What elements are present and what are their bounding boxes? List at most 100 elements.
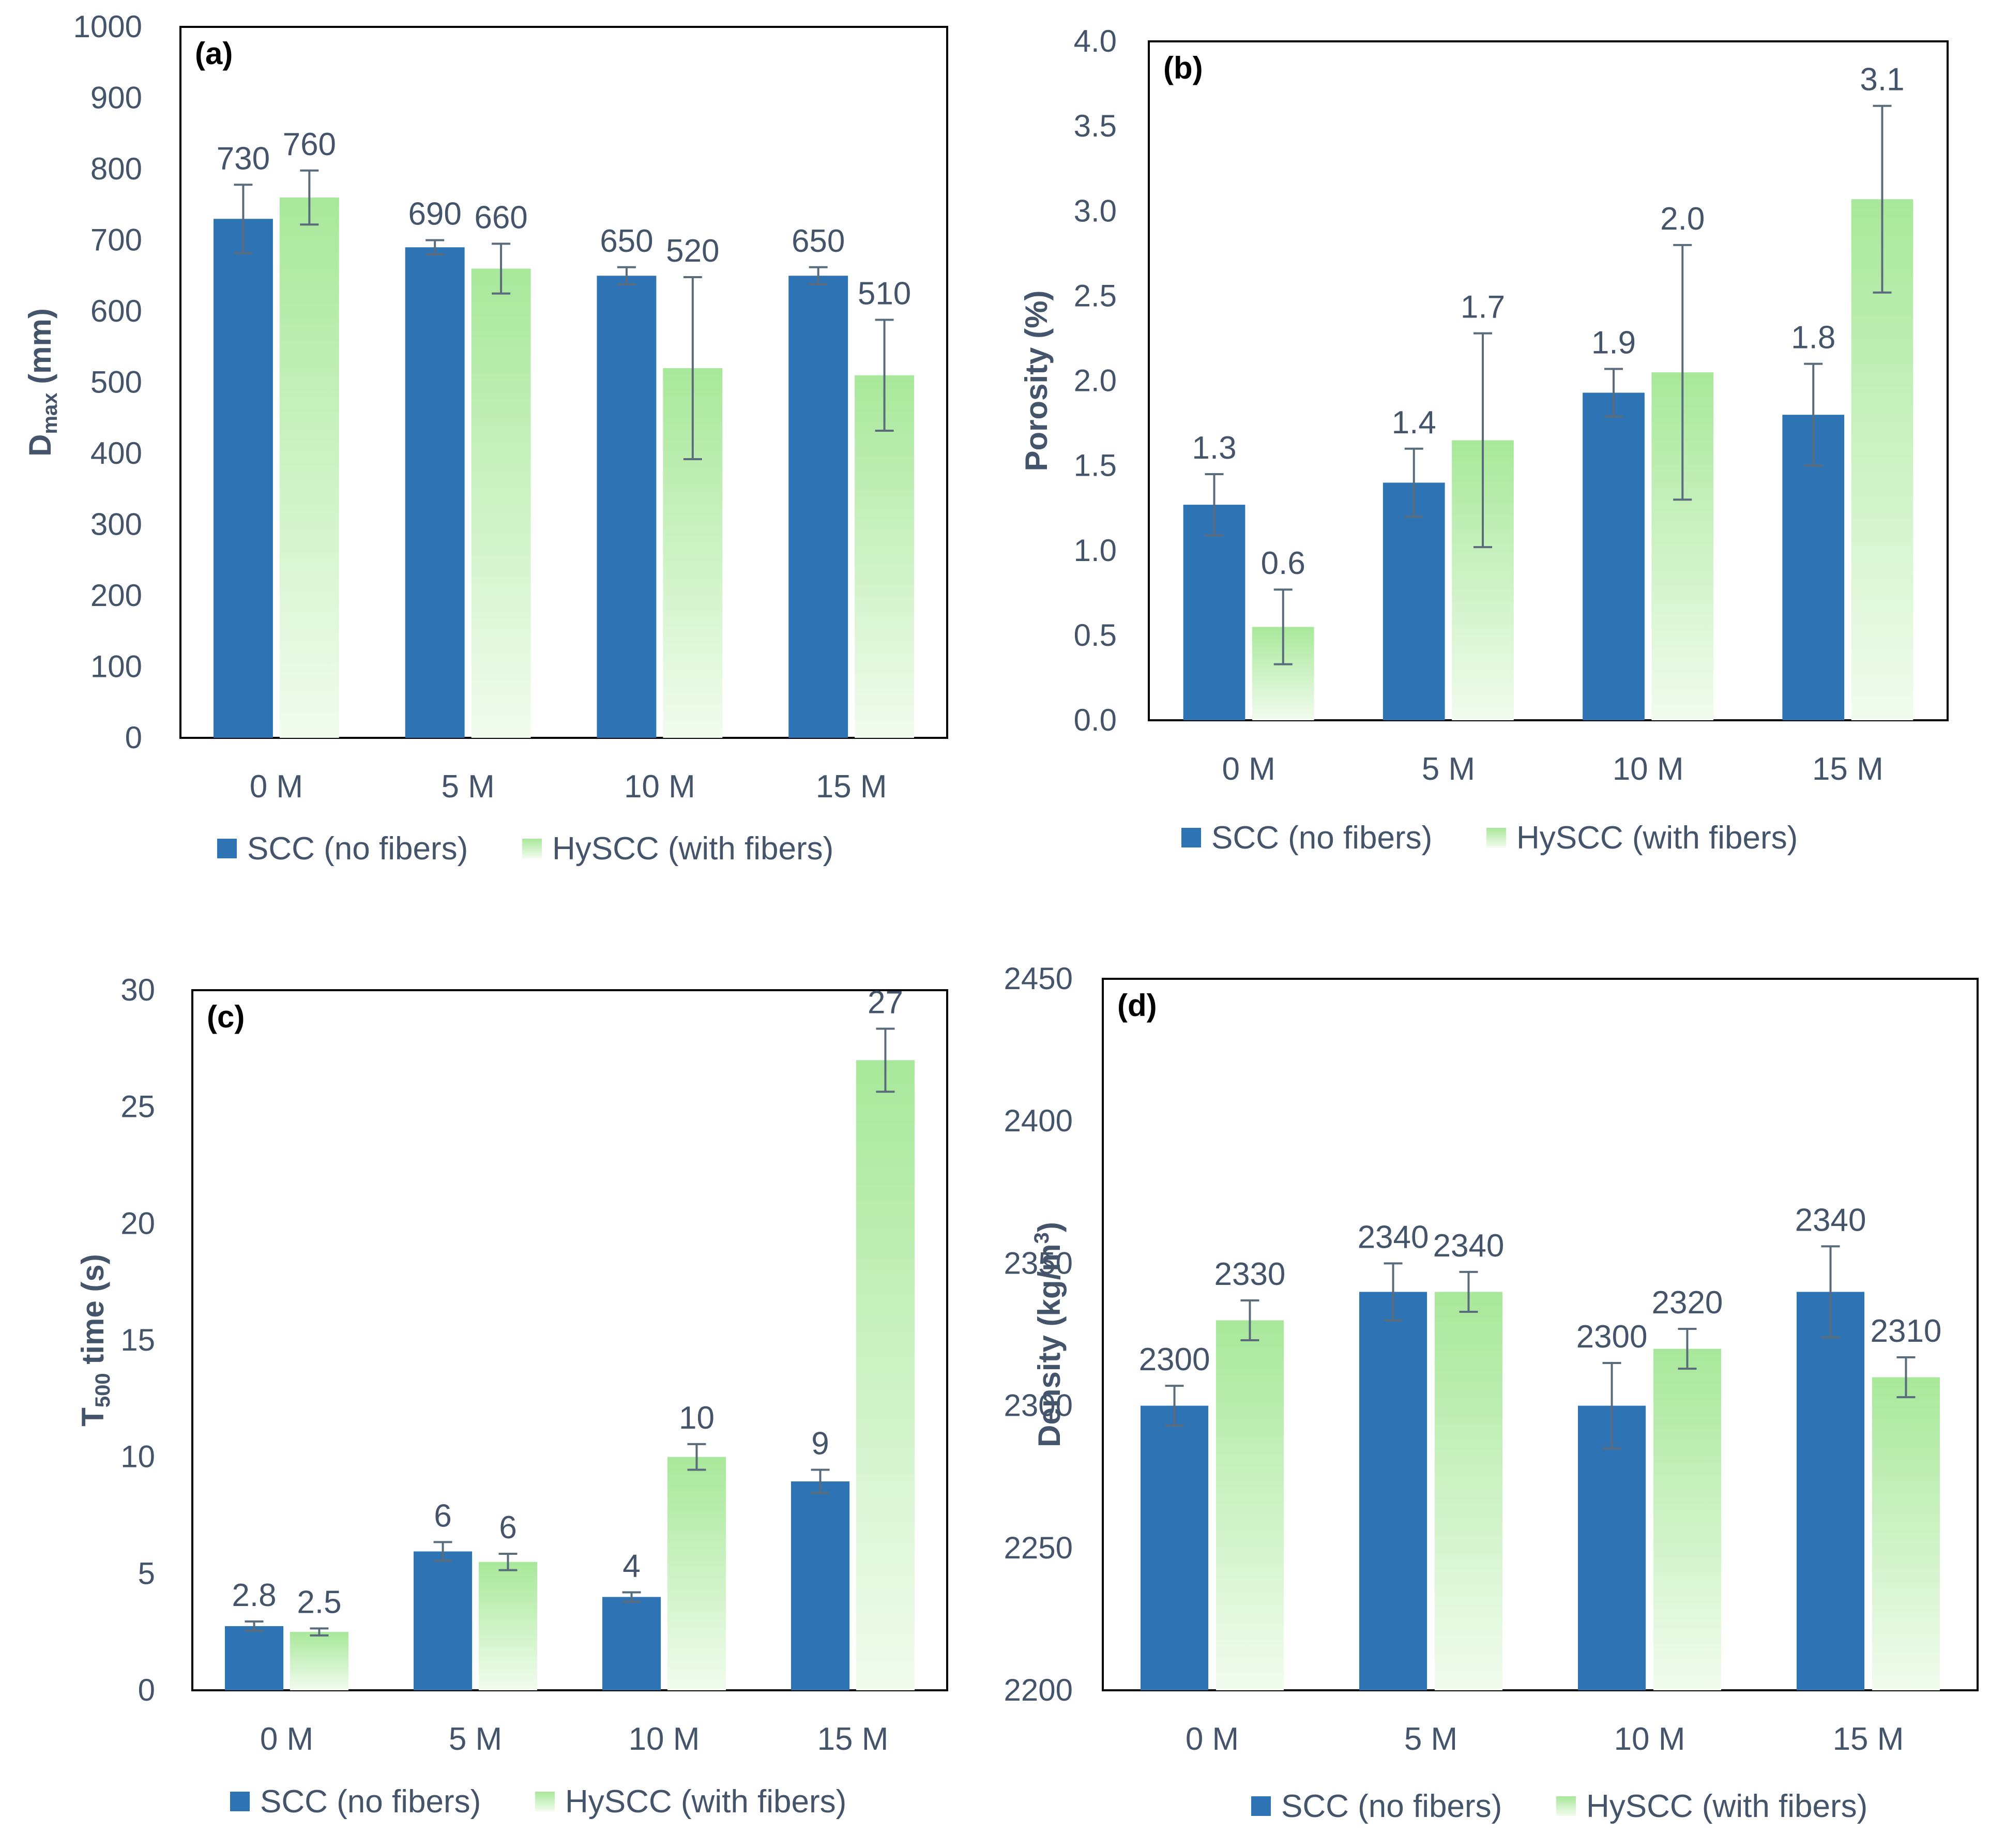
data-label: 690 xyxy=(408,196,461,232)
data-label: 1.7 xyxy=(1461,290,1505,325)
category-label: 0 M xyxy=(260,1721,313,1757)
bar-scc xyxy=(405,247,465,738)
data-label: 2300 xyxy=(1139,1342,1210,1377)
data-label: 730 xyxy=(217,141,270,176)
data-label: 1.8 xyxy=(1791,320,1835,356)
bar-scc xyxy=(1796,1292,1865,1690)
legend-swatch-scc xyxy=(230,1792,250,1811)
y-tick-label: 900 xyxy=(90,81,142,115)
y-tick-label: 5 xyxy=(138,1556,155,1591)
y-tick-label: 0.0 xyxy=(1074,703,1117,737)
legend-label-hyscc: HySCC (with fibers) xyxy=(1516,820,1798,856)
bar-scc xyxy=(788,276,848,738)
category-label: 5 M xyxy=(441,769,494,805)
y-tick-label: 2350 xyxy=(1004,1246,1073,1280)
data-label: 0.6 xyxy=(1261,546,1305,581)
y-tick-label: 15 xyxy=(120,1323,155,1357)
y-tick-label: 2.5 xyxy=(1074,278,1117,313)
panel-label: (d) xyxy=(1117,988,1157,1023)
y-axis-label: Dmax (mm) xyxy=(23,308,62,457)
data-label: 2310 xyxy=(1870,1313,1941,1349)
y-tick-label: 400 xyxy=(90,436,142,471)
category-label: 0 M xyxy=(1222,751,1275,787)
y-tick-label: 1000 xyxy=(73,9,142,44)
plot-frame xyxy=(179,26,948,739)
data-label: 27 xyxy=(868,984,903,1020)
bar-hyscc xyxy=(856,1060,915,1690)
y-tick-label: 100 xyxy=(90,649,142,684)
bar-scc xyxy=(413,1551,473,1690)
y-tick-label: 0.5 xyxy=(1074,618,1117,653)
category-label: 10 M xyxy=(1613,751,1684,787)
legend-label-hyscc: HySCC (with fibers) xyxy=(565,1784,846,1820)
chart-d: 2200 2250 2300 2350 2400 2450 Density (kg/m3) (… xyxy=(1004,961,1979,1824)
data-label: 2340 xyxy=(1433,1228,1504,1264)
data-label: 520 xyxy=(666,233,719,269)
chart-c: 0 5 10 15 20 25 30 T500 time (s) (c) 0 M 2.8 2.5 5 M… xyxy=(75,973,948,1820)
bar-hyscc xyxy=(667,1457,726,1690)
category-label: 5 M xyxy=(1422,751,1475,787)
bar-hyscc xyxy=(478,1562,538,1690)
category-label: 15 M xyxy=(1812,751,1883,787)
y-tick-label: 2.0 xyxy=(1074,363,1117,398)
y-axis-label: Density (kg/m3) xyxy=(1030,1222,1067,1447)
y-tick-label: 2300 xyxy=(1004,1388,1073,1423)
data-label: 650 xyxy=(600,223,653,259)
bar-scc xyxy=(597,276,657,738)
bar-hyscc xyxy=(855,375,915,738)
y-tick-label: 0 xyxy=(125,720,142,755)
y-axis-label: T500 time (s) xyxy=(75,1254,114,1426)
category-label: 0 M xyxy=(250,769,303,805)
legend-swatch-scc xyxy=(217,839,237,858)
bar-scc xyxy=(1359,1292,1427,1690)
panel-label: (a) xyxy=(195,36,233,71)
legend-swatch-scc xyxy=(1181,828,1201,847)
y-tick-label: 0 xyxy=(138,1673,155,1707)
legend-swatch-scc xyxy=(1251,1796,1271,1816)
bar-scc xyxy=(602,1597,661,1690)
y-tick-label: 600 xyxy=(90,294,142,328)
y-tick-label: 700 xyxy=(90,223,142,257)
panel-label: (c) xyxy=(207,999,245,1034)
bar-hyscc xyxy=(1653,1349,1722,1690)
bar-hyscc xyxy=(279,198,339,738)
y-tick-label: 25 xyxy=(120,1089,155,1124)
legend-label-scc: SCC (no fibers) xyxy=(1211,820,1432,856)
bar-scc xyxy=(1140,1405,1209,1690)
y-tick-label: 3.5 xyxy=(1074,109,1117,143)
panel-label: (b) xyxy=(1163,51,1203,85)
data-label: 2340 xyxy=(1358,1219,1429,1255)
legend-swatch-hyscc xyxy=(1556,1796,1576,1816)
legend-swatch-hyscc xyxy=(1486,828,1506,847)
legend-label-scc: SCC (no fibers) xyxy=(1281,1789,1502,1824)
y-tick-label: 1.0 xyxy=(1074,533,1117,568)
y-axis-label: Porosity (%) xyxy=(1019,290,1054,471)
data-label: 2340 xyxy=(1795,1202,1866,1238)
plot-frame xyxy=(1148,40,1949,721)
bar-scc xyxy=(213,219,273,738)
data-label: 2.5 xyxy=(297,1584,341,1620)
category-label: 10 M xyxy=(624,769,695,805)
category-label: 15 M xyxy=(1833,1721,1904,1757)
data-label: 2.8 xyxy=(232,1578,276,1613)
bar-hyscc xyxy=(471,268,531,738)
bar-scc xyxy=(791,1481,850,1690)
legend-swatch-hyscc xyxy=(522,839,542,858)
y-tick-label: 3.0 xyxy=(1074,193,1117,228)
bar-hyscc xyxy=(1872,1377,1940,1690)
data-label: 2.0 xyxy=(1660,201,1705,237)
category-label: 15 M xyxy=(816,769,887,805)
legend-label-scc: SCC (no fibers) xyxy=(247,831,468,867)
data-label: 1.9 xyxy=(1591,325,1636,361)
y-tick-label: 200 xyxy=(90,578,142,613)
data-label: 2320 xyxy=(1651,1285,1723,1321)
legend-label-hyscc: HySCC (with fibers) xyxy=(1586,1789,1867,1824)
data-label: 760 xyxy=(283,127,336,162)
data-label: 650 xyxy=(792,223,845,259)
bar-scc xyxy=(1383,482,1445,720)
data-label: 660 xyxy=(474,200,527,235)
legend: SCC (no fibers) HySCC (with fibers) xyxy=(1181,820,1798,856)
bar-scc xyxy=(1183,505,1245,720)
bar-hyscc xyxy=(1216,1320,1284,1690)
y-tick-label: 500 xyxy=(90,365,142,400)
